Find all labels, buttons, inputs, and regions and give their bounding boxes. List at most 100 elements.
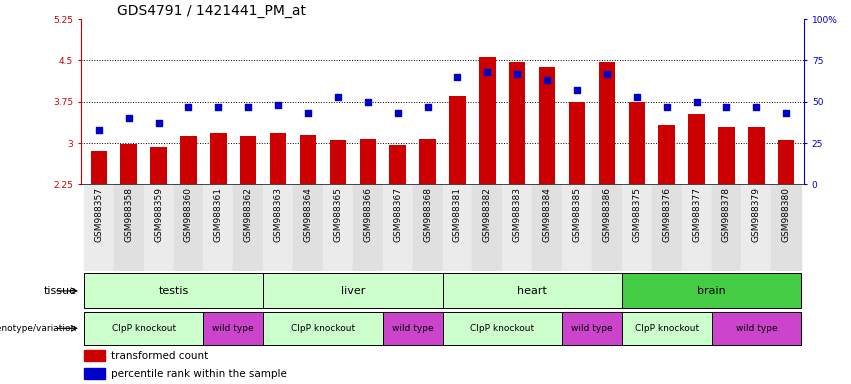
Bar [711, 312, 801, 345]
Text: GSM988375: GSM988375 [632, 187, 642, 242]
Bar [353, 184, 383, 271]
Text: GSM988378: GSM988378 [722, 187, 731, 242]
Text: GSM988379: GSM988379 [752, 187, 761, 242]
Text: GSM988384: GSM988384 [543, 187, 551, 242]
Text: GSM988368: GSM988368 [423, 187, 432, 242]
Text: ClpP knockout: ClpP knockout [111, 324, 175, 333]
Text: GSM988380: GSM988380 [782, 187, 791, 242]
Text: GSM988381: GSM988381 [453, 187, 462, 242]
Text: GSM988364: GSM988364 [304, 187, 312, 242]
Text: GSM988382: GSM988382 [483, 187, 492, 242]
Bar [263, 273, 443, 308]
Point [212, 104, 226, 110]
Text: ClpP knockout: ClpP knockout [635, 324, 699, 333]
Point [271, 102, 285, 108]
Bar [240, 136, 256, 184]
Bar [443, 312, 562, 345]
Text: wild type: wild type [735, 324, 777, 333]
Bar [174, 184, 203, 271]
Text: GSM988367: GSM988367 [393, 187, 403, 242]
Text: GSM988385: GSM988385 [573, 187, 581, 242]
Bar [479, 56, 495, 184]
Bar [270, 133, 286, 184]
Bar [502, 184, 532, 271]
Text: GSM988361: GSM988361 [214, 187, 223, 242]
Bar [718, 127, 734, 184]
Bar [472, 184, 502, 271]
Point [301, 110, 315, 116]
Bar [383, 184, 413, 271]
Text: GSM988365: GSM988365 [334, 187, 342, 242]
Bar [413, 184, 443, 271]
Point [660, 104, 673, 110]
Bar [562, 312, 622, 345]
Bar [622, 273, 801, 308]
Point [570, 87, 584, 93]
Point [242, 104, 255, 110]
Point [600, 71, 614, 77]
Point [361, 99, 374, 105]
Text: wild type: wild type [391, 324, 433, 333]
Bar [263, 184, 293, 271]
Text: transformed count: transformed count [111, 351, 208, 361]
Text: GSM988358: GSM988358 [124, 187, 133, 242]
Point [122, 115, 135, 121]
Text: GSM988383: GSM988383 [513, 187, 522, 242]
Text: percentile rank within the sample: percentile rank within the sample [111, 369, 287, 379]
Bar [741, 184, 771, 271]
Bar [300, 135, 317, 184]
Point [151, 120, 165, 126]
Bar [688, 114, 705, 184]
Bar [443, 184, 472, 271]
Text: GSM988360: GSM988360 [184, 187, 193, 242]
Point [750, 104, 763, 110]
Bar [562, 184, 592, 271]
Point [540, 77, 554, 83]
Text: ClpP knockout: ClpP knockout [471, 324, 534, 333]
Bar [682, 184, 711, 271]
Point [331, 94, 345, 100]
Text: GSM988366: GSM988366 [363, 187, 372, 242]
Bar [711, 184, 741, 271]
Point [181, 104, 195, 110]
Bar [652, 184, 682, 271]
Point [92, 127, 106, 133]
Bar [420, 139, 436, 184]
Text: testis: testis [158, 286, 189, 296]
Text: liver: liver [340, 286, 365, 296]
Point [420, 104, 434, 110]
Bar [90, 151, 107, 184]
Bar [390, 145, 406, 184]
Bar [659, 126, 675, 184]
Bar [210, 133, 226, 184]
Bar [360, 139, 376, 184]
Bar [203, 312, 263, 345]
Bar [771, 184, 801, 271]
Bar [84, 350, 105, 361]
Text: GSM988377: GSM988377 [692, 187, 701, 242]
Text: GSM988386: GSM988386 [603, 187, 611, 242]
Bar [383, 312, 443, 345]
Bar [84, 368, 105, 379]
Bar [114, 184, 144, 271]
Point [690, 99, 704, 105]
Point [391, 110, 404, 116]
Point [630, 94, 643, 100]
Bar [144, 184, 174, 271]
Text: GSM988357: GSM988357 [94, 187, 103, 242]
Text: wild type: wild type [571, 324, 613, 333]
Bar [592, 184, 622, 271]
Bar [539, 67, 556, 184]
Bar [84, 184, 114, 271]
Bar [84, 312, 203, 345]
Text: heart: heart [517, 286, 547, 296]
Bar [203, 184, 233, 271]
Bar [629, 102, 645, 184]
Bar [151, 147, 167, 184]
Text: ClpP knockout: ClpP knockout [291, 324, 355, 333]
Bar [233, 184, 263, 271]
Text: GDS4791 / 1421441_PM_at: GDS4791 / 1421441_PM_at [117, 4, 306, 18]
Text: GSM988376: GSM988376 [662, 187, 671, 242]
Bar [599, 61, 615, 184]
Bar [568, 102, 585, 184]
